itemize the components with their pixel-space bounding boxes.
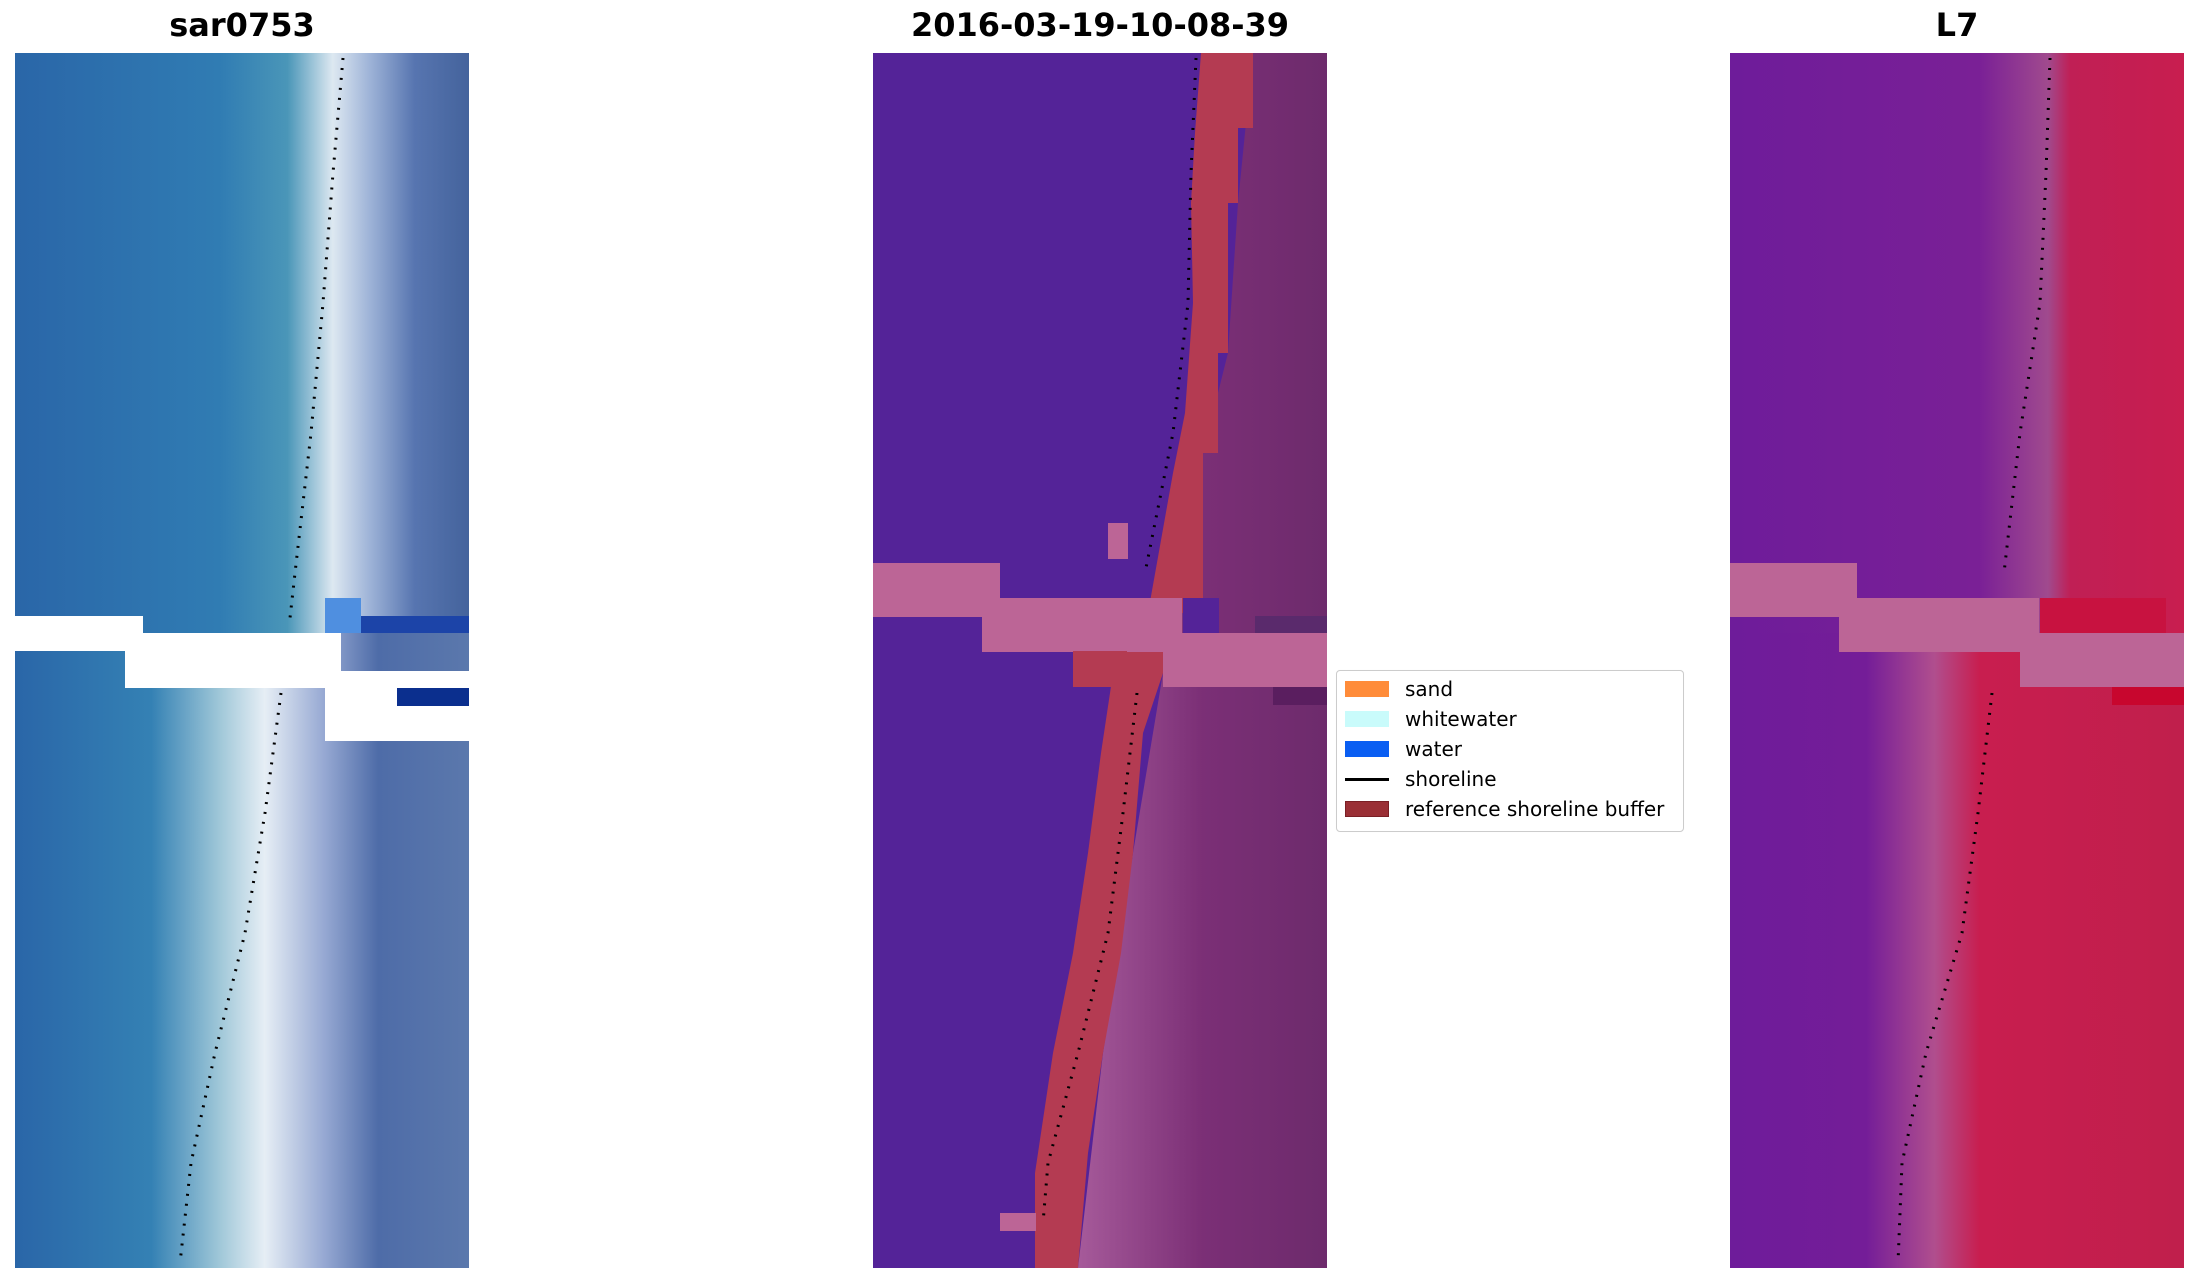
legend-label: water [1405, 737, 1462, 761]
legend-item-water: water [1345, 735, 1462, 763]
whitewater-swatch [1345, 711, 1389, 727]
legend: sand whitewater water shoreline referenc… [1336, 670, 1684, 832]
rgb-image [15, 53, 469, 1268]
water-swatch [1345, 741, 1389, 757]
rgb-image-panel [15, 53, 469, 1268]
title-rgb: sar0753 [169, 6, 315, 44]
buffer-swatch [1345, 801, 1389, 817]
title-classification: 2016-03-19-10-08-39 [910, 6, 1290, 44]
legend-label: shoreline [1405, 767, 1497, 791]
legend-label: sand [1405, 677, 1454, 701]
legend-item-buffer: reference shoreline buffer [1345, 795, 1664, 823]
shoreline-line [1345, 777, 1389, 781]
legend-label: whitewater [1405, 707, 1517, 731]
mndwi-panel [1730, 53, 2184, 1268]
legend-label: reference shoreline buffer [1405, 797, 1665, 821]
legend-item-shoreline: shoreline [1345, 765, 1497, 793]
legend-item-whitewater: whitewater [1345, 705, 1517, 733]
classification-image [873, 53, 1327, 1268]
classification-panel [873, 53, 1327, 1268]
legend-item-sand: sand [1345, 675, 1453, 703]
mndwi-image [1730, 53, 2184, 1268]
title-mndwi: L7 [1935, 6, 1979, 44]
sand-swatch [1345, 681, 1389, 697]
